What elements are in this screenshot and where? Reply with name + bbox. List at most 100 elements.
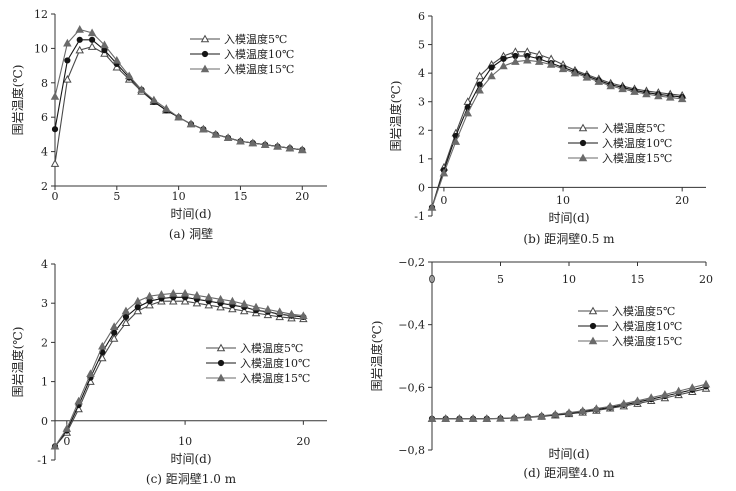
data-point bbox=[475, 71, 484, 80]
legend-marker bbox=[579, 139, 587, 147]
data-point bbox=[630, 87, 639, 95]
data-point bbox=[86, 369, 95, 377]
data-point bbox=[87, 42, 97, 50]
data-point bbox=[112, 56, 122, 64]
data-point bbox=[145, 291, 154, 300]
chart-caption: (b) 距洞壁0.5 m bbox=[523, 231, 615, 246]
x-tick-label: 10 bbox=[562, 273, 576, 286]
data-point bbox=[275, 307, 284, 316]
legend-label: 入模温度5℃ bbox=[612, 304, 675, 318]
y-axis-label: 围岩温度(℃) bbox=[10, 327, 25, 398]
x-tick-label: 20 bbox=[699, 273, 713, 286]
data-point bbox=[487, 71, 496, 80]
legend-label: 入模温度15℃ bbox=[240, 371, 310, 385]
data-point bbox=[75, 25, 84, 33]
data-point bbox=[50, 159, 60, 167]
data-point bbox=[162, 104, 171, 112]
chart-caption: (c) 距洞壁1.0 m bbox=[146, 471, 237, 486]
x-axis-label: 时间(d) bbox=[548, 447, 589, 461]
series-line-1 bbox=[431, 51, 683, 208]
data-point bbox=[642, 89, 651, 98]
data-point bbox=[75, 45, 84, 54]
legend-marker bbox=[200, 64, 210, 73]
chart-panel-d: −0,8 −0,6 −0,4 −0,2 0 5 10 15 20 时间(d) 围岩温度(℃) (d) … bbox=[369, 256, 713, 480]
data-point bbox=[204, 292, 213, 301]
y-tick-label: −0,6 bbox=[398, 381, 425, 394]
data-point bbox=[180, 288, 190, 297]
data-point bbox=[263, 305, 273, 313]
data-point bbox=[633, 396, 642, 405]
legend-marker bbox=[200, 34, 210, 43]
data-point bbox=[146, 298, 153, 305]
data-point bbox=[239, 299, 249, 308]
data-point bbox=[248, 138, 258, 147]
chart-panel-a: 2 4 6 8 10 12 0 5 10 15 20 时间(d) 围岩温度(℃) (a) 洞壁 入模温度5℃… bbox=[10, 8, 327, 241]
data-point bbox=[509, 413, 519, 421]
data-point bbox=[223, 133, 233, 142]
data-point bbox=[482, 414, 492, 422]
data-point bbox=[133, 296, 143, 305]
legend-label: 入模温度15℃ bbox=[224, 62, 294, 76]
data-point bbox=[660, 390, 670, 398]
data-point bbox=[50, 441, 60, 450]
legend-label: 入模温度5℃ bbox=[602, 121, 665, 135]
data-point bbox=[570, 68, 580, 77]
x-tick-label: 0 bbox=[52, 190, 59, 203]
data-point bbox=[551, 409, 560, 418]
data-point bbox=[239, 306, 249, 315]
data-point bbox=[523, 412, 533, 421]
data-point bbox=[109, 334, 119, 342]
y-tick-label: 3 bbox=[41, 297, 48, 310]
data-point bbox=[488, 64, 495, 71]
y-tick-label: 10 bbox=[34, 42, 48, 55]
data-point bbox=[134, 304, 141, 311]
data-point bbox=[537, 411, 546, 420]
x-tick-label: 15 bbox=[233, 190, 247, 203]
y-tick-label: −0,8 bbox=[398, 444, 425, 457]
data-point bbox=[285, 143, 295, 152]
x-tick-label: 5 bbox=[497, 273, 504, 286]
data-point bbox=[594, 77, 604, 85]
data-point bbox=[157, 290, 166, 298]
data-point bbox=[287, 309, 296, 318]
data-point bbox=[98, 341, 107, 350]
x-axis-label: 时间(d) bbox=[170, 207, 211, 221]
legend-label: 入模温度10℃ bbox=[602, 136, 672, 150]
data-point bbox=[558, 64, 568, 73]
data-point bbox=[441, 414, 450, 422]
legend-marker bbox=[217, 359, 225, 367]
data-point bbox=[137, 85, 146, 93]
data-point bbox=[88, 36, 96, 43]
data-point bbox=[578, 406, 587, 415]
y-tick-label: 4 bbox=[41, 146, 48, 159]
data-point bbox=[605, 402, 615, 410]
y-tick-label: -1 bbox=[37, 454, 48, 467]
y-tick-label: 3 bbox=[418, 96, 425, 109]
legend-label: 入模温度5℃ bbox=[224, 32, 287, 46]
data-point bbox=[463, 108, 472, 117]
data-point bbox=[606, 81, 615, 90]
x-axis-label: 时间(d) bbox=[170, 452, 211, 466]
series-line-2 bbox=[431, 55, 683, 208]
data-point bbox=[216, 302, 225, 311]
data-point bbox=[186, 119, 196, 128]
chart-panel-b: -1 0 1 2 3 4 5 6 0 10 20 时间(d) 围岩温度(℃) (b) 距洞壁0.5 m 入模… bbox=[388, 10, 706, 246]
data-point bbox=[50, 92, 60, 100]
y-tick-label: 5 bbox=[418, 39, 425, 52]
data-point bbox=[439, 168, 449, 177]
legend-label: 入模温度5℃ bbox=[240, 341, 303, 355]
data-point bbox=[192, 290, 202, 299]
data-point bbox=[228, 296, 237, 305]
data-point bbox=[124, 71, 134, 80]
legend-marker bbox=[588, 336, 598, 345]
data-point bbox=[523, 55, 532, 64]
data-point bbox=[174, 112, 183, 121]
data-point bbox=[475, 85, 484, 94]
data-point bbox=[149, 95, 159, 104]
y-tick-label: 0 bbox=[418, 181, 425, 194]
data-point bbox=[251, 302, 261, 311]
data-point bbox=[619, 399, 629, 407]
x-tick-label: 10 bbox=[178, 435, 192, 448]
series-line-1 bbox=[54, 300, 304, 447]
data-point bbox=[236, 136, 245, 145]
